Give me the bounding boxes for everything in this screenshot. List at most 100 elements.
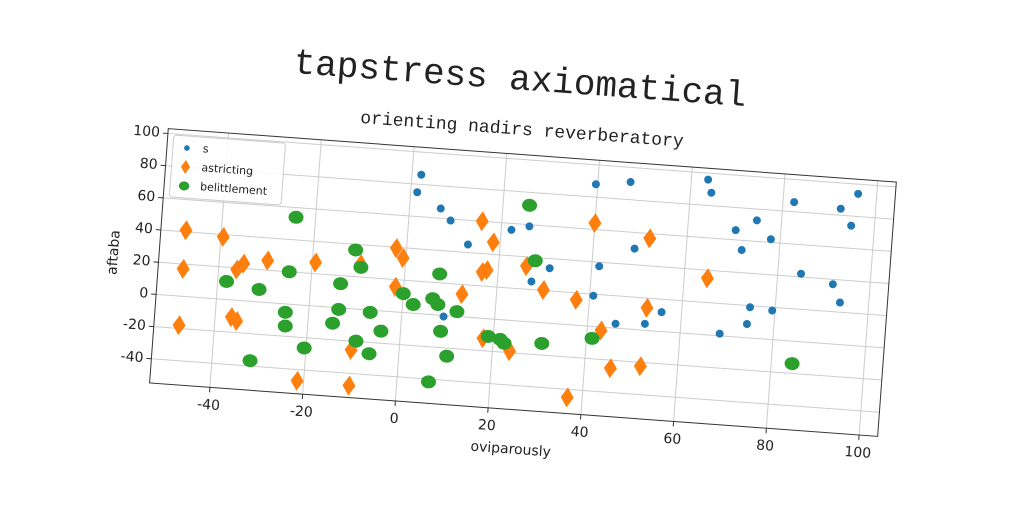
- diamond-marker: [388, 276, 402, 297]
- diamond-marker: [237, 253, 251, 274]
- diamond-marker: [633, 356, 647, 377]
- circle-marker: [657, 308, 666, 317]
- y-axis-label: aftaba: [104, 230, 123, 276]
- ellipse-marker: [449, 305, 465, 319]
- x-tick-label: 40: [570, 424, 589, 441]
- diamond-marker: [309, 252, 323, 273]
- ellipse-marker: [432, 267, 448, 281]
- circle-marker: [630, 244, 639, 253]
- diamond-marker: [486, 232, 500, 253]
- diamond-marker: [560, 387, 574, 408]
- diamond-marker: [640, 297, 654, 318]
- diamond-marker: [475, 211, 489, 232]
- circle-marker: [417, 170, 426, 179]
- diamond-marker: [224, 307, 238, 328]
- circle-marker: [768, 306, 777, 315]
- ellipse-marker: [373, 324, 389, 338]
- diamond-marker: [180, 159, 191, 174]
- grid-line: [158, 261, 887, 317]
- diamond-marker: [176, 258, 190, 279]
- diamond-marker: [389, 238, 403, 259]
- grid-line: [765, 173, 786, 429]
- ellipse-marker: [420, 375, 436, 389]
- ellipse-marker: [480, 329, 496, 343]
- diamond-marker: [503, 341, 517, 362]
- y-tick-label: -40: [120, 349, 144, 367]
- diamond-marker: [643, 228, 657, 249]
- ellipse-marker: [784, 357, 800, 371]
- ellipse-marker: [348, 243, 364, 257]
- ellipse-marker: [361, 347, 377, 361]
- x-tick-label: 20: [477, 417, 496, 434]
- circle-marker: [752, 216, 761, 225]
- circle-marker: [545, 264, 554, 273]
- circle-marker: [742, 320, 751, 329]
- grid-line: [858, 180, 879, 436]
- y-tick-label: 60: [137, 188, 156, 205]
- circle-marker: [731, 226, 740, 235]
- circle-marker: [704, 175, 713, 184]
- grid-line: [160, 229, 889, 284]
- circle-marker: [446, 216, 455, 225]
- grid-line: [165, 165, 894, 220]
- diamond-marker: [179, 220, 193, 241]
- grid-line: [487, 153, 508, 408]
- legend-box: [168, 134, 286, 206]
- circle-marker: [746, 303, 755, 312]
- circle-marker: [836, 204, 845, 213]
- ellipse-marker: [251, 282, 267, 297]
- circle-marker: [835, 298, 844, 307]
- grid-line: [151, 358, 880, 413]
- ellipse-marker: [353, 260, 369, 274]
- grid-line: [153, 326, 882, 381]
- y-tick-label: 40: [134, 220, 153, 237]
- circle-marker: [595, 262, 604, 271]
- ellipse-marker: [527, 254, 543, 268]
- x-tick-label: -20: [289, 403, 313, 421]
- diamond-marker: [396, 248, 410, 268]
- circle-marker: [527, 277, 536, 286]
- ellipse-marker: [439, 349, 455, 363]
- circle-marker: [413, 188, 422, 197]
- y-tick-label: 80: [139, 156, 158, 173]
- ellipse-marker: [242, 354, 258, 368]
- circle-marker: [790, 198, 799, 207]
- circle-marker: [525, 222, 534, 231]
- grid-line: [580, 160, 601, 415]
- circle-marker: [507, 225, 516, 234]
- ellipse-marker: [584, 331, 600, 345]
- y-tick-label: 20: [132, 252, 151, 269]
- grid-line: [673, 167, 693, 422]
- ellipse-marker: [348, 334, 364, 348]
- ellipse-marker: [331, 302, 347, 316]
- circle-marker: [439, 312, 448, 321]
- x-tick-label: 100: [844, 444, 872, 462]
- ellipse-marker: [178, 181, 190, 191]
- circle-marker: [184, 145, 190, 151]
- circle-marker: [591, 180, 600, 189]
- circle-marker: [436, 204, 445, 213]
- circle-marker: [463, 240, 472, 249]
- x-tick-label: 0: [389, 411, 399, 428]
- ellipse-marker: [288, 210, 304, 224]
- legend-label: belittlement: [200, 180, 269, 198]
- y-tick-label: 0: [139, 285, 149, 302]
- circle-marker: [611, 319, 620, 328]
- diamond-marker: [342, 375, 356, 396]
- ellipse-marker: [433, 324, 449, 338]
- y-tick-label: -20: [122, 316, 146, 334]
- circle-marker: [797, 269, 806, 278]
- diamond-marker: [216, 226, 230, 247]
- legend-label: astricting: [201, 161, 254, 178]
- grid-line: [167, 132, 897, 188]
- diamond-marker: [536, 280, 550, 300]
- diamond-marker: [290, 370, 304, 391]
- ellipse-marker: [522, 198, 538, 212]
- ellipse-marker: [333, 277, 349, 291]
- ellipse-marker: [430, 298, 446, 312]
- circle-marker: [626, 177, 635, 186]
- legend-label: s: [202, 142, 209, 155]
- circle-marker: [737, 246, 746, 255]
- circle-marker: [766, 235, 775, 244]
- grid-line: [156, 293, 885, 349]
